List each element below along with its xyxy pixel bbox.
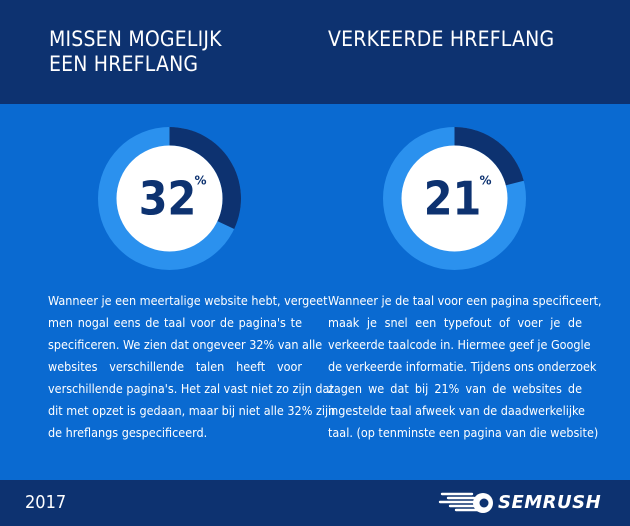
- text-line: de verkeerde informatie. Tijdens ons ond…: [328, 359, 597, 374]
- heading-line: EEN HREFLANG: [49, 52, 199, 76]
- text-line: specificeren. We zien dat ongeveer 32% v…: [48, 337, 323, 352]
- text-line: dit met opzet is gedaan, maar bij niet a…: [48, 403, 336, 418]
- text-line: verkeerde taalcode in. Hiermee geef je G…: [328, 337, 591, 352]
- text-line: verschillende pagina's. Het zal vast nie…: [48, 381, 334, 396]
- heading-line: MISSEN MOGELIJK: [49, 27, 222, 51]
- text-line: zagen we dat bij 21% van de websites de: [328, 381, 582, 396]
- donut-chart-left: 32 %: [98, 127, 241, 270]
- semrush-logo: SEMRUSH: [438, 490, 610, 516]
- percent-sign: %: [195, 174, 207, 188]
- text-line: Wanneer je de taal voor een pagina speci…: [328, 293, 602, 308]
- brand-name: SEMRUSH: [498, 492, 602, 513]
- text-line: men nogal eens de taal voor de pagina's …: [48, 315, 302, 330]
- donut-chart-right: 21 %: [383, 127, 526, 270]
- text-line: Wanneer je een meertalige website hebt, …: [48, 293, 328, 308]
- donut-center: [401, 145, 508, 252]
- percent-value: 21: [424, 172, 482, 226]
- heading-missing-hreflang: MISSEN MOGELIJK EEN HREFLANG: [49, 27, 289, 77]
- donut-ring-segment: [169, 127, 241, 229]
- donut-center: [116, 145, 223, 252]
- year-label: 2017: [25, 492, 67, 513]
- body-text-left: Wanneer je een meertalige website hebt, …: [48, 290, 336, 444]
- percent-value: 32: [139, 172, 197, 226]
- text-line: de hreflangs gespecificeerd.: [48, 425, 208, 440]
- semrush-fireball-icon: [438, 492, 493, 513]
- text-line: taal. (op tenminste een pagina van die w…: [328, 425, 599, 440]
- donut-ring-segment: [454, 127, 524, 186]
- percent-sign: %: [480, 174, 492, 188]
- heading-wrong-hreflang: VERKEERDE HREFLANG: [328, 27, 588, 52]
- text-line: ingestelde taal afweek van de daadwerkel…: [328, 403, 585, 418]
- text-line: maak je snel een typefout of voer je de: [328, 315, 582, 330]
- body-text-right: Wanneer je de taal voor een pagina speci…: [328, 290, 602, 444]
- header-band: [0, 0, 630, 104]
- heading-line: VERKEERDE HREFLANG: [328, 27, 555, 51]
- text-line: websites verschillende talen heeft voor: [48, 359, 302, 374]
- footer-band: [0, 480, 630, 526]
